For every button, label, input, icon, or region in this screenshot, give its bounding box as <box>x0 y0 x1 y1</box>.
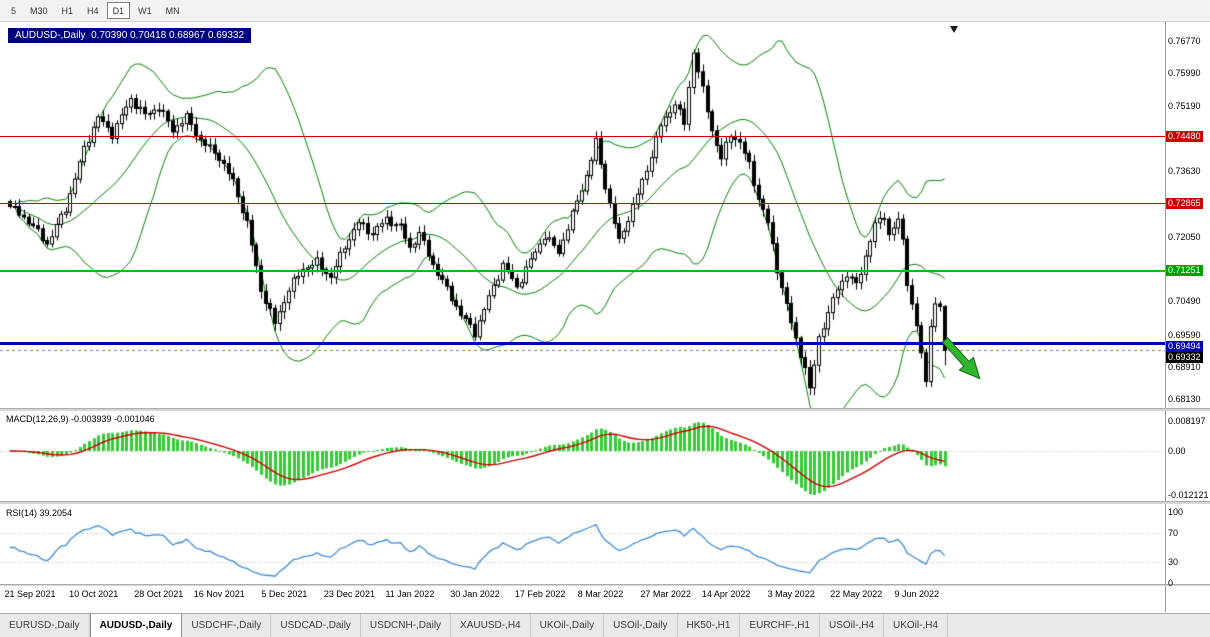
symbol-tab-audusd-daily[interactable]: AUDUSD-,Daily <box>89 614 183 637</box>
chart-shift-marker[interactable] <box>949 26 958 33</box>
date-axis-label-10-oct-2021: 10 Oct 2021 <box>69 589 119 599</box>
price-axis-label-0-68130: 0.68130 <box>1168 394 1201 405</box>
trend-arrow-shape <box>941 336 981 380</box>
date-axis-label-23-dec-2021: 23 Dec 2021 <box>323 589 375 599</box>
symbol-tab-usdchf-daily[interactable]: USDCHF-,Daily <box>182 614 272 637</box>
period-button-5[interactable]: 5 <box>5 2 22 19</box>
symbol-tabbar: EURUSD-,Daily AUDUSD-,Daily USDCHF-,Daily U… <box>0 613 1210 637</box>
support-line-0-69494[interactable] <box>0 342 1165 346</box>
period-button-h4[interactable]: H4 <box>81 2 105 19</box>
date-axis-label-11-jan-2022: 11 Jan 2022 <box>385 589 435 599</box>
support-line-0-71251[interactable] <box>0 269 1165 272</box>
date-axis-label-9-jun-2022: 9 Jun 2022 <box>894 589 940 599</box>
price-axis-label-0-72050: 0.72050 <box>1168 231 1201 242</box>
period-button-mn[interactable]: MN <box>160 2 186 19</box>
price-axis-label-0-75990: 0.75990 <box>1168 68 1201 79</box>
period-toolbar: 5 M30 H1 H4 D1 W1 MN <box>0 0 1210 22</box>
macd-axis-label-0-012121: -0.012121 <box>1168 490 1209 500</box>
symbol-tab-hk50-h1[interactable]: HK50-,H1 <box>678 614 741 637</box>
resistance-line-0-72865[interactable] <box>0 203 1165 205</box>
date-axis-label-21-sep-2021: 21 Sep 2021 <box>4 589 56 599</box>
price-axis-label-0-73630: 0.73630 <box>1168 166 1201 177</box>
panel-separator-rsi[interactable] <box>0 501 1210 504</box>
date-axis-label-14-apr-2022: 14 Apr 2022 <box>701 589 751 599</box>
price-axis-label-0-69332: 0.69332 <box>1166 352 1203 364</box>
macd-axis-label-0-008197: 0.008197 <box>1168 416 1206 426</box>
period-button-h1[interactable]: H1 <box>56 2 80 19</box>
price-axis-label-0-69590: 0.69590 <box>1168 329 1201 340</box>
rsi-axis-label-100: 100 <box>1168 507 1184 517</box>
price-axis-label-0-70490: 0.70490 <box>1168 296 1201 307</box>
date-axis-label-17-feb-2022: 17 Feb 2022 <box>514 589 566 599</box>
macd-label: MACD(12,26,9) -0.003939 -0.001046 <box>6 414 155 424</box>
period-button-w1[interactable]: W1 <box>132 2 158 19</box>
price-axis-label-0-68910: 0.68910 <box>1168 361 1201 372</box>
resistance-line-0-74480[interactable] <box>0 136 1165 138</box>
rsi-label: RSI(14) 39.2054 <box>6 508 73 518</box>
rsi-axis-label-30: 30 <box>1168 556 1179 567</box>
symbol-tab-xauusd-h4[interactable]: XAUUSD-,H4 <box>451 614 531 637</box>
symbol-tab-ukoil-h4[interactable]: UKOil-,H4 <box>884 614 949 637</box>
panel-separator-macd[interactable] <box>0 408 1210 411</box>
date-axis-label-5-dec-2021: 5 Dec 2021 <box>261 589 308 599</box>
rsi-axis-label-0: 0 <box>1168 578 1174 588</box>
symbol-tab-usdcnh-daily[interactable]: USDCNH-,Daily <box>361 614 452 637</box>
period-button-m30[interactable]: M30 <box>24 2 54 19</box>
rsi-axis-label-70: 70 <box>1168 528 1179 539</box>
symbol-tab-usdcad-daily[interactable]: USDCAD-,Daily <box>271 614 361 637</box>
symbol-tab-eurchf-h1[interactable]: EURCHF-,H1 <box>740 614 820 637</box>
date-axis-label-30-jan-2022: 30 Jan 2022 <box>450 589 500 599</box>
symbol-tab-eurusd-daily[interactable]: EURUSD-,Daily <box>0 614 90 637</box>
period-button-d1[interactable]: D1 <box>106 2 131 19</box>
trend-arrow-object[interactable] <box>935 330 1005 400</box>
symbol-tab-usoil-h4[interactable]: USOil-,H4 <box>820 614 885 637</box>
price-axis-label-0-69494: 0.69494 <box>1166 340 1203 352</box>
date-axis-separator <box>0 584 1210 586</box>
symbol-tab-ukoil-daily[interactable]: UKOil-,Daily <box>531 614 605 637</box>
symbol-tab-usoil-daily[interactable]: USOil-,Daily <box>604 614 678 637</box>
price-axis-label-0-74480: 0.74480 <box>1166 130 1203 142</box>
date-axis-label-16-nov-2021: 16 Nov 2021 <box>193 589 245 599</box>
price-axis-label-0-75190: 0.75190 <box>1168 101 1201 112</box>
price-axis-label-0-71251: 0.71251 <box>1166 264 1203 276</box>
price-axis-label-0-76770: 0.76770 <box>1168 36 1201 46</box>
price-axis-label-0-72865: 0.72865 <box>1166 197 1203 209</box>
macd-axis-label-0-00: 0.00 <box>1168 446 1186 456</box>
date-axis-label-27-mar-2022: 27 Mar 2022 <box>640 589 691 599</box>
price-axis-separator <box>1165 22 1166 612</box>
date-axis-label-22-may-2022: 22 May 2022 <box>830 589 883 599</box>
date-axis-label-3-may-2022: 3 May 2022 <box>767 589 815 599</box>
date-axis-label-28-oct-2021: 28 Oct 2021 <box>134 589 184 599</box>
chart-title: AUDUSD-,Daily 0.70390 0.70418 0.68967 0.… <box>8 28 252 43</box>
date-axis-label-8-mar-2022: 8 Mar 2022 <box>577 589 624 599</box>
